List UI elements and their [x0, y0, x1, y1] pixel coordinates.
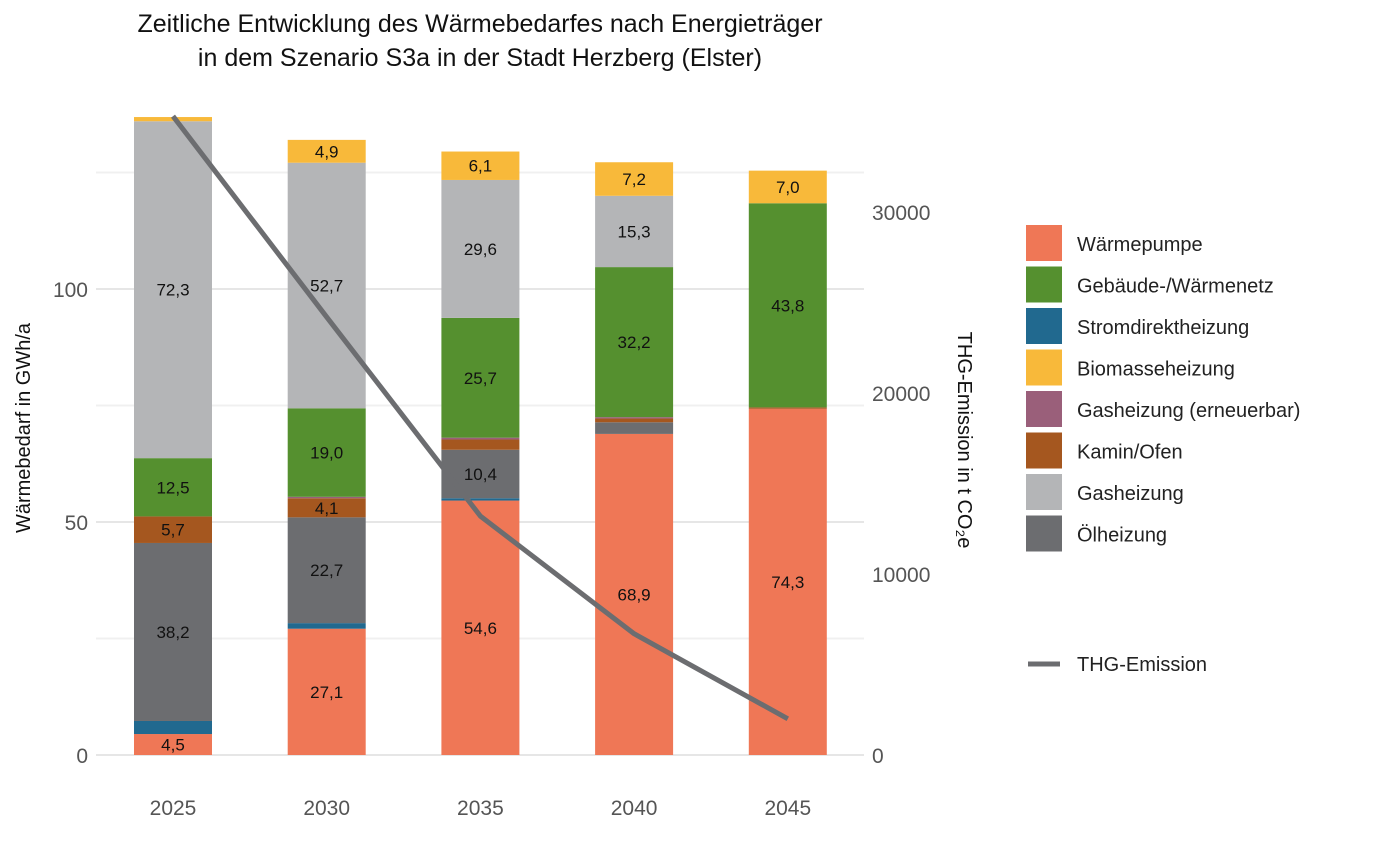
bar-segment [441, 151, 520, 180]
y-axis-label: Wärmebedarf in GWh/a [13, 322, 35, 533]
bar-segment [441, 498, 520, 501]
y-tick-label: 50 [65, 512, 88, 535]
legend-label: Ölheizung [1077, 525, 1167, 547]
chart-title-line1: Zeitliche Entwicklung des Wärmebedarfes … [137, 10, 822, 38]
bar-segment [134, 121, 212, 459]
data-label: 7,0 [776, 178, 800, 197]
data-label: 72,3 [156, 281, 189, 300]
bar-segment [287, 496, 366, 499]
data-label: 6,1 [469, 157, 493, 176]
data-label: 68,9 [618, 585, 651, 604]
bar-segment [595, 195, 674, 268]
bar-segment [287, 498, 366, 518]
data-label: 22,7 [310, 561, 343, 580]
bar-segment [595, 417, 674, 419]
legend-label: Stromdirektheizung [1077, 317, 1249, 339]
bar-segment [441, 179, 520, 318]
data-label: 43,8 [771, 296, 804, 315]
legend-swatch [1026, 391, 1062, 427]
y2-axis-label: THG-Emission in t CO₂e [953, 332, 975, 549]
legend-swatch [1026, 266, 1062, 303]
legend-swatch [1026, 349, 1062, 386]
data-label: 54,6 [464, 619, 497, 638]
data-label: 25,7 [464, 369, 497, 388]
data-label: 15,3 [618, 222, 651, 241]
bar-segment [595, 267, 674, 418]
bar-segment [748, 203, 827, 408]
legend-label: THG-Emission [1077, 654, 1207, 676]
data-label: 74,3 [771, 573, 804, 592]
bar-segment [748, 170, 827, 204]
data-label: 4,9 [315, 142, 339, 161]
legend-label: Gasheizung [1077, 483, 1184, 505]
legend-label: Kamin/Ofen [1077, 442, 1183, 464]
x-tick-label: 2025 [150, 797, 197, 820]
bar-segment [134, 720, 212, 735]
x-tick-label: 2035 [457, 797, 504, 820]
y2-tick-label: 10000 [872, 564, 930, 587]
data-label: 29,6 [464, 240, 497, 259]
bar-segment [134, 542, 212, 721]
bar-segment [287, 628, 366, 755]
bar-segment [287, 408, 366, 497]
legend-swatch [1026, 515, 1062, 552]
data-label: 32,2 [618, 333, 651, 352]
bar-segment [441, 317, 520, 438]
bar-segment [595, 422, 674, 434]
data-label: 52,7 [310, 277, 343, 296]
bar-segment [287, 139, 366, 163]
bar-segment [441, 439, 520, 450]
data-label: 12,5 [156, 478, 189, 497]
bar-segment [595, 433, 674, 755]
data-label: 19,0 [310, 444, 343, 463]
legend-swatch [1026, 225, 1062, 261]
bar-segment [595, 418, 674, 423]
bar-segment [134, 516, 212, 543]
legend-label: Wärmepumpe [1077, 234, 1203, 256]
bar-segment [287, 623, 366, 629]
data-label: 7,2 [622, 170, 646, 189]
y2-tick-label: 20000 [872, 383, 930, 406]
data-label: 38,2 [156, 623, 189, 642]
legend-swatch [1026, 474, 1062, 510]
bar-segment [134, 458, 212, 517]
data-label: 10,4 [464, 465, 497, 484]
bar-segment [441, 449, 520, 499]
y-tick-label: 0 [76, 745, 88, 768]
x-tick-label: 2045 [764, 797, 811, 820]
data-label: 27,1 [310, 683, 343, 702]
y2-tick-label: 30000 [872, 202, 930, 225]
legend-label: Gasheizung (erneuerbar) [1077, 400, 1300, 422]
x-tick-label: 2040 [611, 797, 658, 820]
legend-swatch [1026, 308, 1062, 344]
bar-segment [748, 408, 827, 755]
bar-segment [134, 734, 212, 755]
y-tick-label: 100 [53, 279, 88, 302]
bar-segment [441, 500, 520, 755]
bar-segment [748, 407, 827, 409]
y2-tick-label: 0 [872, 745, 884, 768]
legend-label: Biomasseheizung [1077, 359, 1235, 381]
bar-segment [287, 517, 366, 624]
data-label: 4,1 [315, 499, 339, 518]
data-label: 4,5 [161, 736, 185, 755]
chart-title-line2: in dem Szenario S3a in der Stadt Herzber… [198, 44, 762, 72]
legend-swatch [1026, 432, 1062, 469]
legend-label: Gebäude-/Wärmenetz [1077, 276, 1274, 298]
x-tick-label: 2030 [303, 797, 350, 820]
bar-segment [595, 162, 674, 196]
bar-segment [441, 437, 520, 440]
data-label: 5,7 [161, 521, 185, 540]
legend: Wärmepumpe Gebäude-/Wärmenetz Stromdirekth… [1026, 225, 1300, 676]
